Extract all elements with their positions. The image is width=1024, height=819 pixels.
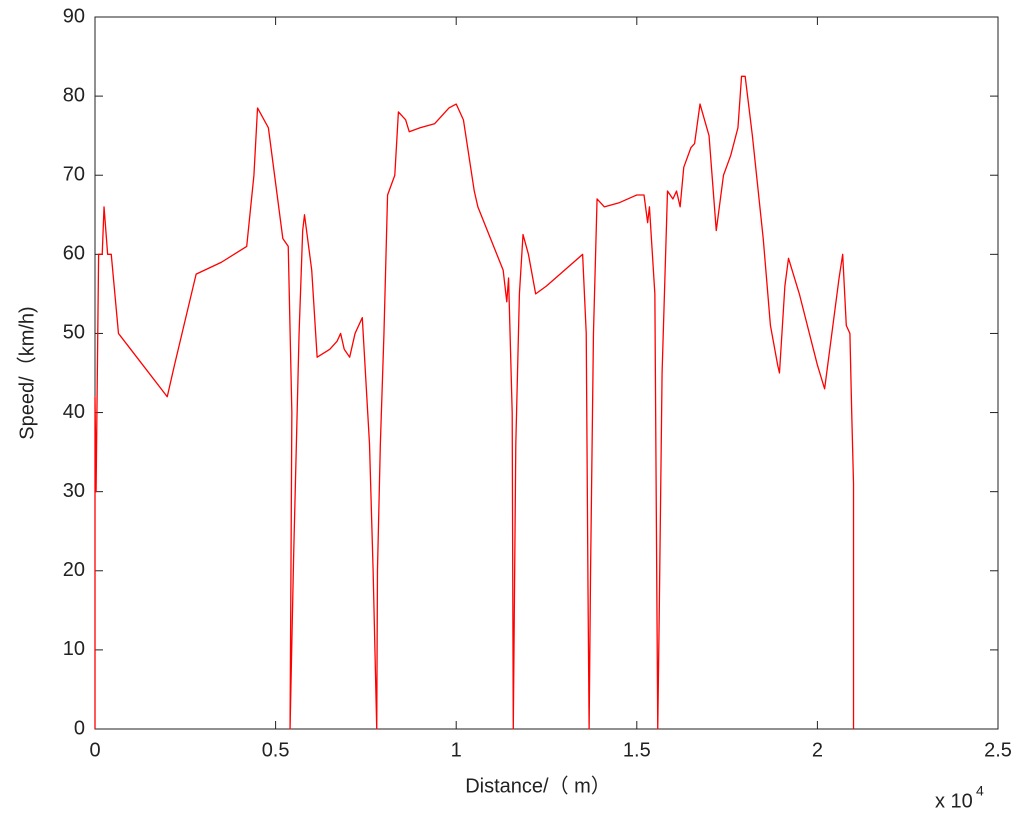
plot-frame xyxy=(94,16,999,730)
x-tick-label: 1.5 xyxy=(623,739,651,761)
y-tick-label: 70 xyxy=(63,164,85,186)
y-tick-label: 20 xyxy=(63,559,85,581)
x-multiplier: x 10 xyxy=(935,790,973,812)
y-tick-label: 0 xyxy=(74,717,85,739)
x-axis-label: Distance/（ m） xyxy=(465,774,611,797)
y-axis-label: Speed/（km/h) xyxy=(15,306,38,439)
y-tick-label: 50 xyxy=(63,322,85,344)
y-tick-label: 10 xyxy=(63,638,85,660)
x-tick-label: 1 xyxy=(451,739,462,761)
x-tick-label: 2 xyxy=(812,739,823,761)
y-tick-label: 80 xyxy=(63,84,85,106)
x-tick-label: 0 xyxy=(89,739,100,761)
y-tick-label: 30 xyxy=(63,480,85,502)
x-tick-label: 0.5 xyxy=(262,739,290,761)
speed-line xyxy=(94,75,855,730)
y-tick-label: 90 xyxy=(63,5,85,27)
x-tick-label: 2.5 xyxy=(984,739,1012,761)
x-multiplier-exponent: 4 xyxy=(976,783,984,799)
y-tick-label: 40 xyxy=(63,401,85,423)
y-tick-label: 60 xyxy=(63,243,85,265)
